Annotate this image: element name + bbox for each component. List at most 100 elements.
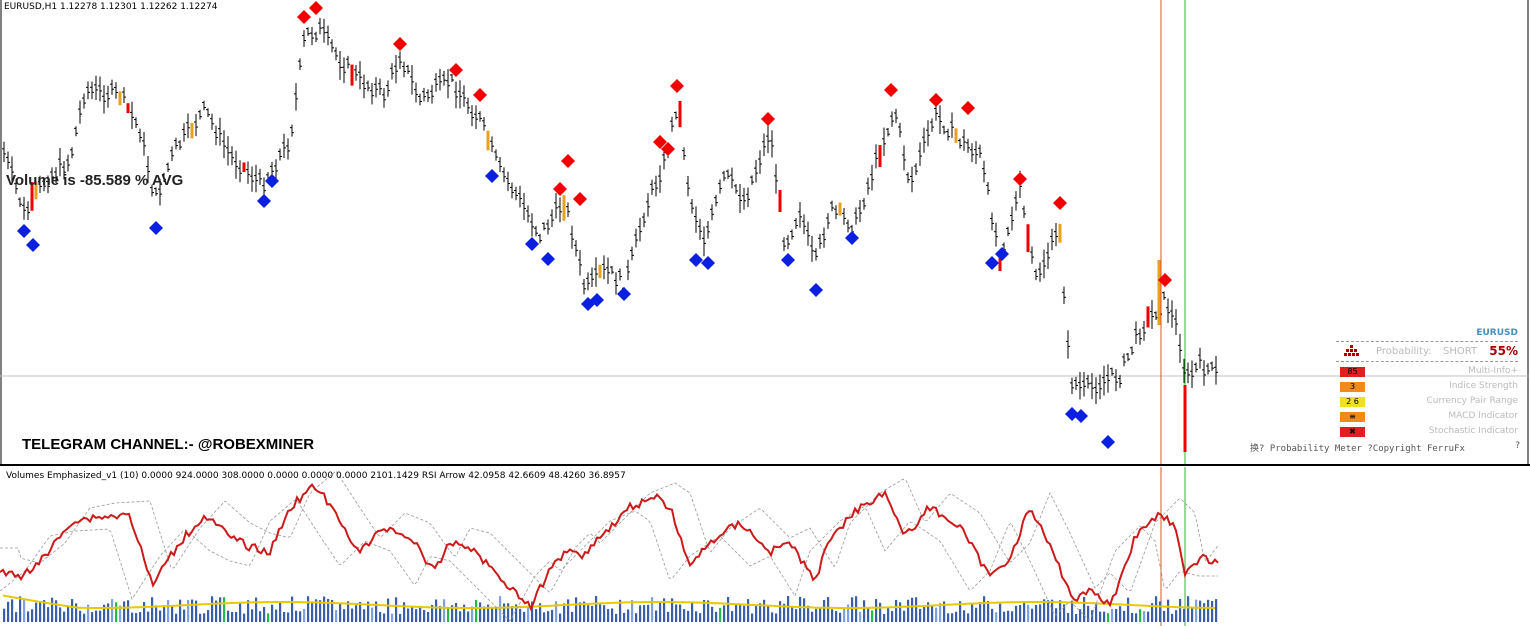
volume-bar [919, 608, 922, 622]
volume-bar [151, 597, 154, 622]
sell-signal-arrow [1013, 172, 1027, 186]
volume-bar [683, 609, 686, 622]
volume-bar [43, 600, 46, 622]
sell-signal-arrow [929, 93, 943, 107]
volume-bar [35, 602, 38, 622]
volume-bar [371, 607, 374, 622]
volume-bar [703, 600, 706, 622]
sell-signal-arrow [761, 112, 775, 126]
volume-bar [11, 599, 14, 622]
volume-percent-label: Volume is -85.589 % AVG [6, 172, 184, 189]
volume-bar [707, 600, 710, 622]
volume-bar [983, 596, 986, 622]
volume-bar [1131, 612, 1134, 622]
volume-bar [595, 596, 598, 622]
volume-bar [1079, 609, 1082, 622]
buy-signal-arrow [265, 174, 279, 188]
volume-bar [67, 605, 70, 622]
volume-bar [719, 607, 722, 622]
volume-bar [711, 606, 714, 622]
volume-bar [87, 604, 90, 622]
volume-bar [1175, 610, 1178, 622]
volume-bar [715, 611, 718, 622]
indicator-window[interactable] [0, 467, 1530, 626]
volume-bar [1143, 611, 1146, 622]
volume-bar [951, 613, 954, 622]
volume-bar [1183, 608, 1186, 622]
volume-bar [1011, 611, 1014, 622]
volume-bar [267, 613, 270, 622]
volume-bar [111, 599, 114, 622]
volume-bar [635, 613, 638, 622]
volume-bar [967, 613, 970, 622]
volume-bar [935, 607, 938, 622]
volume-bar [299, 611, 302, 622]
window-separator [0, 464, 1530, 466]
volume-bar [607, 609, 610, 622]
volume-bar [99, 610, 102, 622]
buy-signal-arrow [1074, 409, 1088, 423]
volume-bar [275, 609, 278, 622]
volume-bar [123, 601, 126, 622]
volume-bar [507, 603, 510, 622]
volume-bar [627, 609, 630, 622]
volume-bar [599, 604, 602, 622]
volume-bar [391, 613, 394, 622]
volume-bar [343, 609, 346, 622]
volume-bar [167, 600, 170, 622]
volume-bar [527, 605, 530, 622]
pm-help-icon[interactable]: ? [1515, 441, 1520, 451]
pm-row-name: MACD Indicator [1448, 411, 1518, 421]
volume-bar [491, 607, 494, 622]
volume-bar [443, 599, 446, 622]
volume-bar [891, 611, 894, 622]
volume-bar [767, 605, 770, 622]
volume-bar [551, 609, 554, 622]
pm-row-currency-pair-range: 2 6 Currency Pair Range [1336, 396, 1520, 409]
volume-bar [219, 597, 222, 622]
buy-signal-arrow [590, 293, 604, 307]
volume-bar [1063, 604, 1066, 622]
volume-bar [647, 604, 650, 622]
pm-row-multi-info: 85 Multi-Info+ [1336, 366, 1520, 379]
sell-signal-arrow [393, 37, 407, 51]
volume-bar [103, 604, 106, 622]
volume-bar [311, 601, 314, 622]
volume-bar [1023, 601, 1026, 622]
volume-bar [779, 601, 782, 622]
volume-bar [1127, 597, 1130, 622]
volume-bar [679, 604, 682, 622]
volume-bar [811, 611, 814, 622]
chart-symbol-header: EURUSD,H1 1.12278 1.12301 1.12262 1.1227… [4, 2, 218, 12]
buy-signal-arrow [985, 256, 999, 270]
volume-bar [867, 608, 870, 622]
volume-bar [31, 609, 34, 622]
signal-arrows [17, 1, 1172, 449]
volume-bar [1075, 613, 1078, 622]
volume-bar [731, 611, 734, 622]
sell-signal-arrow [1053, 196, 1067, 210]
rsi-lower-band [0, 500, 1218, 622]
pm-percent: 55% [1489, 344, 1518, 358]
volume-bar [887, 607, 890, 622]
volume-bar [1019, 605, 1022, 622]
volume-bar [335, 609, 338, 622]
pm-copyright: 换? Probability Meter ?Copyright FerruFx [1250, 444, 1465, 454]
volume-bar [75, 603, 78, 622]
volume-bar [203, 613, 206, 622]
volume-bar [255, 597, 258, 622]
volume-bar [403, 602, 406, 622]
buy-signal-arrow [845, 231, 859, 245]
volume-bar [127, 600, 130, 622]
volume-bar [147, 611, 150, 622]
price-chart[interactable] [0, 0, 1530, 465]
sell-signal-arrow [573, 192, 587, 206]
volume-bar [259, 611, 262, 622]
signal-strength-icon [1344, 345, 1359, 356]
buy-signal-arrow [149, 221, 163, 235]
volume-bar [775, 613, 778, 622]
buy-signal-arrow [689, 253, 703, 267]
buy-signal-arrow [525, 237, 539, 251]
pm-row-stochastic-indicator: ✖ Stochastic Indicator [1336, 426, 1520, 439]
volume-bar [351, 608, 354, 622]
